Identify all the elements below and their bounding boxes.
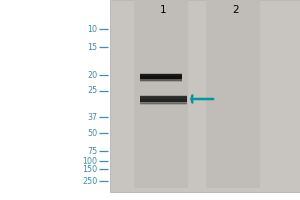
Bar [140, 79, 182, 82]
Bar [140, 78, 182, 80]
Text: 10: 10 [88, 24, 98, 33]
Bar [206, 0, 260, 188]
Bar [140, 99, 187, 102]
Bar [140, 76, 182, 79]
Text: 25: 25 [87, 86, 98, 95]
Text: 100: 100 [82, 156, 98, 166]
Text: 37: 37 [87, 112, 98, 121]
Text: 150: 150 [82, 164, 98, 173]
Text: 50: 50 [87, 129, 98, 138]
Bar [140, 75, 182, 77]
Bar [140, 74, 182, 79]
Text: 2: 2 [232, 5, 239, 15]
Bar [140, 95, 187, 98]
Text: 250: 250 [82, 176, 98, 186]
Bar [140, 73, 182, 76]
Text: 20: 20 [87, 71, 98, 79]
Bar [134, 0, 188, 188]
Bar [140, 103, 187, 105]
Bar [0, 0, 110, 200]
Text: 15: 15 [87, 43, 98, 51]
Bar [110, 0, 300, 192]
Bar [140, 96, 187, 102]
Text: 1: 1 [160, 5, 167, 15]
Bar [140, 97, 187, 100]
Bar [140, 101, 187, 104]
Text: 75: 75 [87, 146, 98, 156]
